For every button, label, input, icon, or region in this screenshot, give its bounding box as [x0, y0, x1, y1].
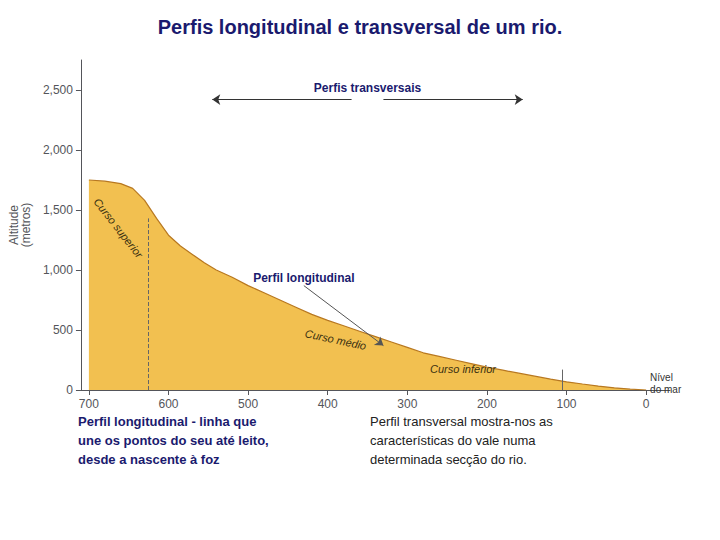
svg-text:600: 600	[158, 397, 178, 411]
svg-text:(metros): (metros)	[19, 203, 33, 248]
svg-text:200: 200	[477, 397, 497, 411]
svg-text:do mar: do mar	[650, 384, 682, 395]
svg-text:Curso superior: Curso superior	[91, 196, 146, 261]
svg-text:Perfil longitudinal: Perfil longitudinal	[253, 271, 354, 285]
svg-text:desde a nascente à foz: desde a nascente à foz	[78, 452, 220, 467]
svg-text:Curso inferior: Curso inferior	[430, 363, 497, 375]
svg-text:700: 700	[79, 397, 99, 411]
svg-text:400: 400	[318, 397, 338, 411]
svg-text:1,500: 1,500	[43, 203, 73, 217]
svg-text:300: 300	[397, 397, 417, 411]
svg-text:Perfil longitudinal - linha qu: Perfil longitudinal - linha que	[78, 414, 256, 429]
svg-text:une os pontos do seu até leito: une os pontos do seu até leito,	[78, 433, 269, 448]
svg-text:características do vale numa: características do vale numa	[370, 433, 536, 448]
svg-text:1,000: 1,000	[43, 263, 73, 277]
svg-text:Altitude: Altitude	[7, 205, 21, 245]
svg-text:100: 100	[556, 397, 576, 411]
svg-text:500: 500	[53, 323, 73, 337]
svg-text:Perfis longitudinal e transver: Perfis longitudinal e transversal de um …	[158, 16, 563, 38]
svg-text:determinada secção do rio.: determinada secção do rio.	[370, 452, 527, 467]
svg-text:Perfil transversal mostra-nos: Perfil transversal mostra-nos as	[370, 414, 553, 429]
svg-text:2,000: 2,000	[43, 143, 73, 157]
svg-text:0: 0	[643, 397, 650, 411]
svg-text:Nível: Nível	[650, 372, 673, 383]
svg-text:500: 500	[238, 397, 258, 411]
svg-text:2,500: 2,500	[43, 83, 73, 97]
svg-text:Perfis transversais: Perfis transversais	[314, 81, 422, 95]
svg-text:0: 0	[66, 383, 73, 397]
svg-text:Curso médio: Curso médio	[304, 327, 367, 352]
